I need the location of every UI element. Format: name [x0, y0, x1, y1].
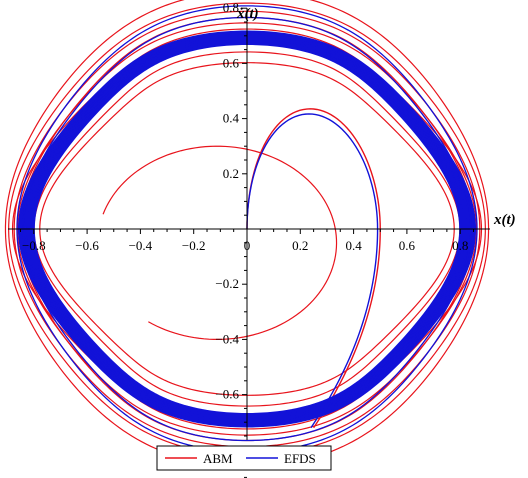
- series-cycle-path: [22, 16, 472, 442]
- x-tick-label: 0.6: [399, 238, 416, 253]
- y-axis-label: ẋ(t): [236, 6, 259, 22]
- x-axis-label: x(t): [493, 212, 516, 228]
- y-tick-label: 0.6: [223, 55, 240, 70]
- x-tick-label: 0: [244, 238, 251, 253]
- series-transient-path: [246, 113, 379, 429]
- series-cycle-path: [17, 30, 477, 428]
- x-tick-label: 0.4: [345, 238, 362, 253]
- y-tick-label: 0.4: [223, 111, 240, 126]
- series-cycle-path: [8, 2, 486, 456]
- y-tick-label: 0.8: [223, 0, 239, 15]
- legend: ABM EFDS: [156, 445, 332, 471]
- x-tick-label: −0.6: [75, 238, 99, 253]
- series-transient-path: [246, 108, 381, 429]
- y-tick-label: 0.2: [223, 166, 239, 181]
- series-cycle-path: [4, 0, 490, 468]
- y-tick-label: −0.6: [215, 387, 239, 402]
- legend-label: EFDS: [284, 451, 316, 466]
- y-tick-label: −0.2: [215, 276, 239, 291]
- curves-layer: [4, 0, 490, 468]
- series-cycle-path: [33, 51, 461, 407]
- legend-label: ABM: [203, 451, 233, 466]
- y-tick-label: −0.4: [215, 331, 239, 346]
- x-tick-label: −0.4: [129, 238, 153, 253]
- series-efds: [16, 5, 478, 453]
- x-tick-label: 0.8: [452, 238, 468, 253]
- series-inner-lobe-path: [102, 145, 338, 340]
- x-tick-label: −0.8: [22, 238, 46, 253]
- x-tick-label: 0.2: [292, 238, 308, 253]
- series-cycle-path: [39, 62, 455, 396]
- x-tick-label: −0.2: [182, 238, 206, 253]
